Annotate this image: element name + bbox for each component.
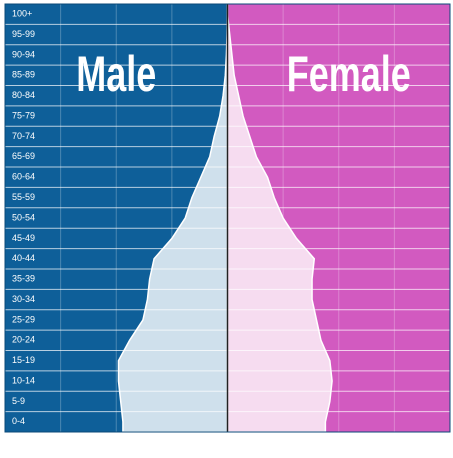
- y-tick-label: 50-54: [12, 212, 35, 222]
- x-tick-label: 5%: [332, 435, 345, 445]
- x-tick-label: 2.5%: [273, 435, 294, 445]
- y-tick-label: 35-39: [12, 274, 35, 284]
- y-tick-label: 40-44: [12, 253, 35, 263]
- y-tick-label: 0-4: [12, 416, 25, 426]
- y-tick-label: 45-49: [12, 233, 35, 243]
- y-tick-label: 20-24: [12, 335, 35, 345]
- y-tick-label: 85-89: [12, 70, 35, 80]
- y-tick-label: 95-99: [12, 29, 35, 39]
- x-tick-label: 7.5%: [384, 435, 405, 445]
- y-tick-label: 100+: [12, 9, 32, 19]
- y-tick-label: 65-69: [12, 151, 35, 161]
- y-tick-label: 10-14: [12, 375, 35, 385]
- population-area: [226, 4, 333, 433]
- x-tick-label: 5%: [110, 435, 123, 445]
- y-tick-label: 80-84: [12, 90, 35, 100]
- y-tick-label: 55-59: [12, 192, 35, 202]
- y-tick-label: 30-34: [12, 294, 35, 304]
- x-tick-label: 2.5%: [162, 435, 183, 445]
- y-tick-label: 15-19: [12, 355, 35, 365]
- y-tick-label: 75-79: [12, 110, 35, 120]
- legend-label: Male: [76, 48, 156, 103]
- y-tick-label: 70-74: [12, 131, 35, 141]
- legend-label: Female: [287, 48, 411, 103]
- x-tick-label: 7.5%: [50, 435, 71, 445]
- frame: [4, 3, 451, 433]
- y-tick-label: 5-9: [12, 396, 25, 406]
- y-tick-label: 90-94: [12, 49, 35, 59]
- y-tick-label: 60-64: [12, 172, 35, 182]
- population-area: [117, 4, 229, 433]
- y-tick-label: 25-29: [12, 314, 35, 324]
